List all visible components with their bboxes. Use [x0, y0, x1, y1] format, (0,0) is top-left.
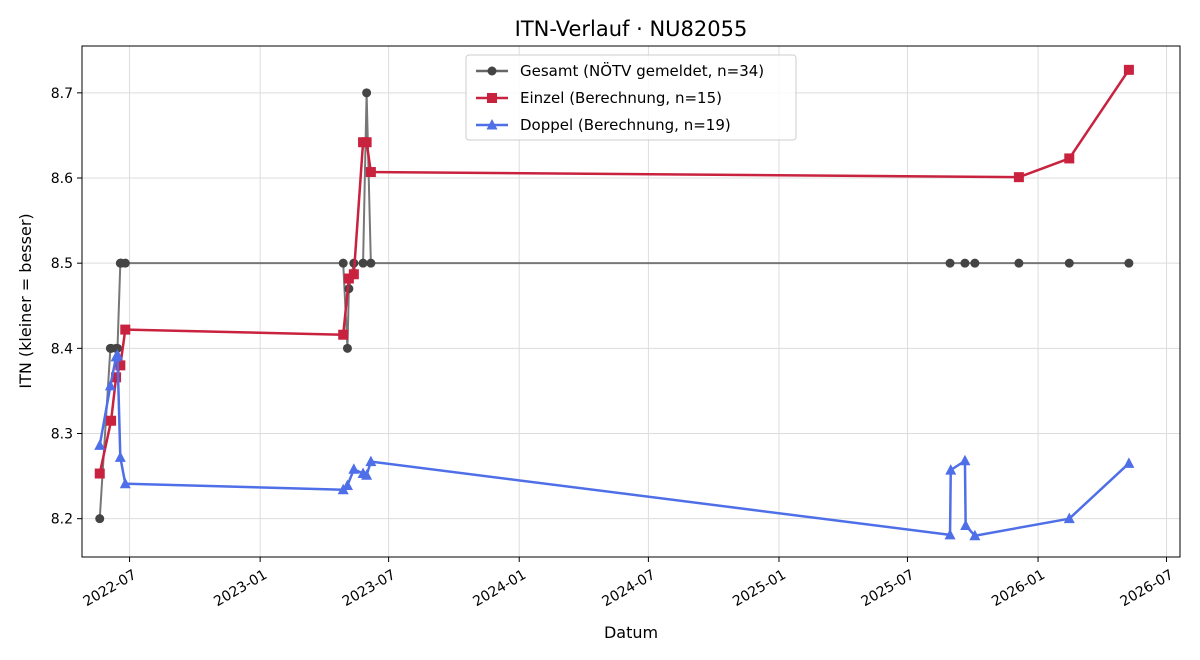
data-point	[348, 463, 360, 474]
data-point	[1124, 258, 1134, 268]
series-layer	[94, 64, 1135, 541]
data-point	[1123, 457, 1135, 468]
y-axis: 8.2 8.3 8.4 8.5 8.6 8.7	[51, 86, 82, 528]
legend-box	[465, 54, 797, 141]
series-einzel	[94, 64, 1134, 479]
data-point	[361, 137, 372, 148]
x-axis-label: Datum	[604, 623, 658, 642]
legend-marker	[487, 66, 497, 76]
legend-label: Doppel (Berechnung, n=19)	[520, 116, 731, 134]
legend-item: Gesamt (NÖTV gemeldet, n=34)	[476, 61, 764, 80]
y-axis-label: ITN (kleiner = besser)	[16, 213, 35, 388]
data-point	[361, 469, 373, 480]
data-point	[111, 372, 122, 383]
y-tick-label: 8.2	[51, 512, 73, 528]
data-point	[969, 529, 981, 541]
data-point	[112, 343, 122, 353]
data-point	[95, 514, 105, 524]
legend-label: Gesamt (NÖTV gemeldet, n=34)	[520, 61, 764, 80]
data-point	[120, 324, 131, 335]
plot-frame	[81, 45, 1181, 558]
data-point	[365, 455, 377, 467]
data-point	[348, 269, 359, 280]
data-point	[111, 349, 123, 360]
data-point	[1063, 512, 1075, 524]
data-point	[366, 258, 376, 268]
data-point	[1013, 172, 1024, 183]
data-point	[94, 468, 105, 479]
data-point	[120, 258, 130, 268]
data-point	[945, 464, 957, 475]
legend-marker	[486, 119, 498, 130]
chart-title: ITN-Verlauf · NU82055	[515, 17, 748, 41]
data-point	[94, 439, 106, 450]
y-tick-label: 8.4	[51, 341, 73, 357]
y-tick-label: 8.6	[51, 171, 73, 187]
legend-item: Doppel (Berechnung, n=19)	[476, 116, 731, 134]
data-point	[338, 258, 348, 268]
legend-item: Einzel (Berechnung, n=15)	[476, 89, 722, 107]
legend-label: Einzel (Berechnung, n=15)	[520, 89, 722, 107]
data-point	[119, 477, 131, 489]
data-point	[114, 451, 126, 462]
data-point	[104, 379, 116, 391]
series-gesamt	[95, 88, 1134, 524]
legend: Gesamt (NÖTV gemeldet, n=34) Einzel (Bere…	[465, 54, 797, 141]
y-tick-label: 8.7	[51, 86, 73, 102]
data-point	[341, 479, 353, 490]
data-point	[342, 343, 352, 353]
data-point	[106, 415, 117, 426]
data-point	[115, 360, 126, 371]
data-point	[960, 519, 972, 530]
data-point	[944, 528, 956, 540]
data-point	[362, 88, 372, 98]
data-point	[1064, 153, 1075, 164]
data-point	[358, 258, 368, 268]
data-point	[970, 258, 980, 268]
data-point	[959, 454, 971, 466]
data-point	[960, 258, 970, 268]
y-tick-label: 8.3	[51, 427, 73, 443]
data-point	[338, 329, 349, 340]
y-tick-label: 8.5	[51, 256, 73, 272]
data-point	[1123, 64, 1134, 75]
legend-marker	[487, 93, 497, 103]
data-point	[945, 258, 955, 268]
data-point	[1064, 258, 1074, 268]
data-point	[1014, 258, 1024, 268]
series-doppel	[94, 349, 1135, 541]
data-point	[365, 167, 376, 178]
